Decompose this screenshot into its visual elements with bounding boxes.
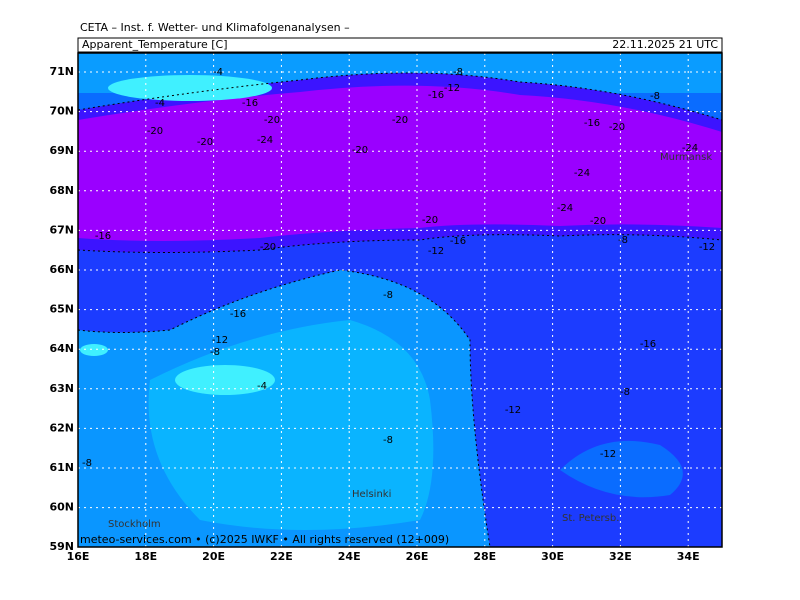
contour-label: -4 <box>213 67 223 78</box>
lat-label: 69N <box>49 144 74 157</box>
contour-label: -20 <box>590 216 606 227</box>
contour-label: -24 <box>257 135 273 146</box>
place-label: Murmansk <box>660 152 712 163</box>
lon-label: 28E <box>473 550 496 563</box>
contour-label: -12 <box>505 405 521 416</box>
lat-label: 66N <box>49 263 74 276</box>
lon-label: 30E <box>541 550 564 563</box>
place-label: Helsinki <box>352 489 391 500</box>
lat-label: 60N <box>49 501 74 514</box>
contour-label: -8 <box>618 235 628 246</box>
map-field: Murmansk Helsinki Stockholm St. Petersb. -4 -… <box>78 53 722 547</box>
contour-label: -20 <box>392 115 408 126</box>
contour-label: -12 <box>699 242 715 253</box>
lat-label: 64N <box>49 342 74 355</box>
contour-label: -8 <box>383 435 393 446</box>
contour-label: -8 <box>82 458 92 469</box>
lat-label: 67N <box>49 223 74 236</box>
lat-label: 61N <box>49 461 74 474</box>
contour-label: -16 <box>450 236 466 247</box>
contour-label: -12 <box>444 83 460 94</box>
contour-label: -20 <box>260 242 276 253</box>
contour-label: -20 <box>422 215 438 226</box>
lon-label: 18E <box>134 550 157 563</box>
lon-label: 26E <box>406 550 429 563</box>
lat-label: 63N <box>49 382 74 395</box>
lon-label: 24E <box>338 550 361 563</box>
lat-label: 65N <box>49 303 74 316</box>
contour-label: -8 <box>383 290 393 301</box>
contour-label: -8 <box>620 387 630 398</box>
contour-label: -12 <box>600 449 616 460</box>
contour-label: -24 <box>574 168 590 179</box>
contour-label: -16 <box>584 118 600 129</box>
contour-label: -20 <box>609 122 625 133</box>
lat-label: 71N <box>49 65 74 78</box>
contour-label: -20 <box>147 126 163 137</box>
contour-label: -12 <box>212 335 228 346</box>
contour-label: -16 <box>242 98 258 109</box>
variable: Apparent_Temperature [C] <box>82 38 228 51</box>
contour-label: -16 <box>640 339 656 350</box>
lat-label: 59N <box>49 540 74 553</box>
contour-label: -16 <box>428 90 444 101</box>
lon-label: 20E <box>202 550 225 563</box>
place-label: Stockholm <box>108 519 161 530</box>
contour-label: -16 <box>95 231 111 242</box>
valid-time: 22.11.2025 21 UTC <box>612 38 718 51</box>
contour-label: -4 <box>257 381 267 392</box>
contour-label: -24 <box>682 143 698 154</box>
contour-label: -20 <box>197 137 213 148</box>
lon-label: 22E <box>270 550 293 563</box>
title: CETA – Inst. f. Wetter- und Klimafolgena… <box>80 21 350 34</box>
contour-label: -20 <box>352 145 368 156</box>
place-label: St. Petersb. <box>562 513 619 524</box>
lon-label: 34E <box>677 550 700 563</box>
footer: meteo-services.com • (c)2025 IWKF • All … <box>80 533 449 546</box>
contour-label: -8 <box>210 347 220 358</box>
contour-label: -24 <box>557 203 573 214</box>
contour-label: -4 <box>155 98 165 109</box>
header-box <box>77 37 723 53</box>
contour-label: -8 <box>453 67 463 78</box>
lat-label: 70N <box>49 105 74 118</box>
contour-label: -8 <box>650 91 660 102</box>
lon-label: 32E <box>609 550 632 563</box>
map-frame <box>77 52 723 548</box>
contour-label: -12 <box>428 246 444 257</box>
lat-label: 62N <box>49 421 74 434</box>
contour-label: -20 <box>264 115 280 126</box>
contour-label: -16 <box>230 309 246 320</box>
lat-label: 68N <box>49 184 74 197</box>
lon-label: 16E <box>67 550 90 563</box>
